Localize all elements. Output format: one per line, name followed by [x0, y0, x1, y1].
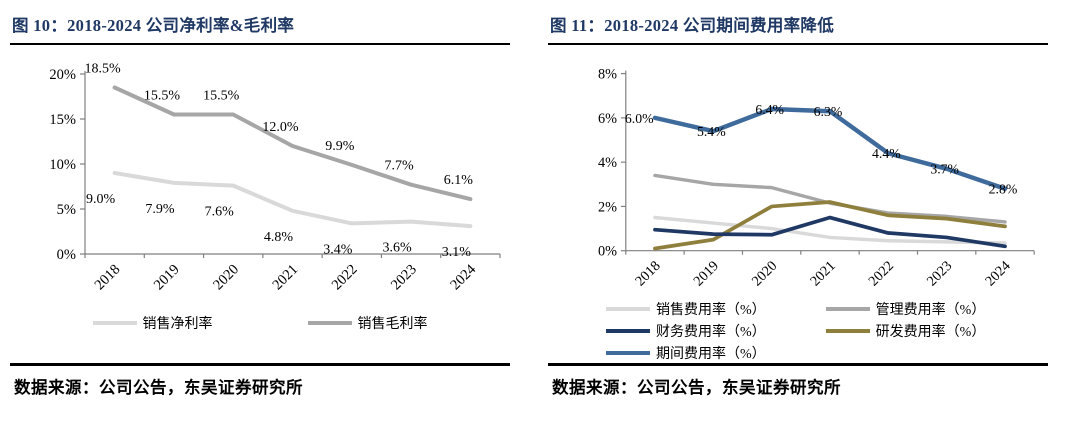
svg-text:3.4%: 3.4%	[323, 242, 353, 257]
data-source-text: 数据来源：公司公告，东吴证券研究所	[552, 378, 841, 397]
legend-item: 财务费用率（%）	[606, 321, 766, 341]
expense-ratio-line-chart: 0% 2% 4% 6% 8% 2018 2019 2020 2021 2022 2023 2024 6.…	[598, 67, 1035, 289]
svg-text:2024: 2024	[982, 258, 1013, 289]
svg-text:3.6%: 3.6%	[382, 241, 412, 256]
legend-line-swatch	[606, 350, 650, 356]
legend-line-swatch	[606, 306, 650, 312]
svg-text:2022: 2022	[866, 258, 897, 289]
legend-item: 销售净利率	[92, 313, 213, 333]
svg-text:0%: 0%	[598, 244, 617, 260]
svg-text:2.8%: 2.8%	[989, 182, 1018, 197]
svg-text:7.7%: 7.7%	[384, 159, 414, 174]
chart-legend: 销售净利率 销售毛利率	[10, 313, 510, 333]
legend-item: 期间费用率（%）	[606, 343, 766, 363]
svg-text:18.5%: 18.5%	[85, 62, 122, 77]
source-divider	[10, 363, 510, 366]
legend-item: 研发费用率（%）	[825, 321, 986, 341]
figure-title-11: 图 11：2018-2024 公司期间费用率降低	[550, 16, 835, 35]
chart-legend: 销售费用率（%） 财务费用率（%） 期间费用率（%） 管理费用率（%） 研发费用率（%）	[548, 299, 1048, 363]
svg-text:6.3%: 6.3%	[814, 104, 843, 119]
source-block: 数据来源：公司公告，东吴证券研究所	[10, 363, 510, 424]
svg-text:9.9%: 9.9%	[325, 139, 355, 154]
svg-text:2020: 2020	[749, 258, 780, 289]
svg-text:2021: 2021	[807, 258, 838, 289]
svg-text:2019: 2019	[691, 258, 722, 289]
svg-text:6.4%: 6.4%	[755, 102, 784, 117]
legend-label: 研发费用率（%）	[875, 325, 986, 340]
svg-text:2023: 2023	[388, 262, 420, 294]
svg-text:2020: 2020	[210, 262, 242, 294]
svg-text:4.4%: 4.4%	[872, 146, 901, 161]
legend-line-swatch	[825, 328, 870, 334]
svg-text:8%: 8%	[598, 67, 617, 83]
source-block: 数据来源：公司公告，东吴证券研究所	[548, 363, 1048, 424]
svg-text:10%: 10%	[49, 157, 76, 173]
legend-item: 销售费用率（%）	[606, 299, 766, 319]
svg-text:6.0%: 6.0%	[625, 111, 654, 126]
svg-text:6.1%: 6.1%	[444, 173, 474, 188]
svg-text:0%: 0%	[57, 247, 76, 263]
legend-label: 销售毛利率	[357, 317, 428, 332]
svg-text:2%: 2%	[598, 199, 617, 215]
figure-title-10: 图 10：2018-2024 公司净利率&毛利率	[12, 16, 295, 35]
svg-text:2022: 2022	[329, 262, 361, 294]
svg-text:7.6%: 7.6%	[205, 205, 235, 220]
legend-line-swatch	[307, 320, 352, 326]
legend-label: 销售费用率（%）	[656, 303, 766, 318]
svg-text:5.4%: 5.4%	[697, 124, 726, 139]
svg-text:20%: 20%	[49, 67, 76, 83]
legend-line-swatch	[825, 306, 870, 312]
legend-label: 销售净利率	[142, 317, 213, 332]
legend-item: 管理费用率（%）	[825, 299, 986, 319]
svg-text:7.9%: 7.9%	[145, 202, 175, 217]
data-source-text: 数据来源：公司公告，东吴证券研究所	[14, 378, 303, 397]
figure-panel-net-gross-margin: 图 10：2018-2024 公司净利率&毛利率 0% 5% 10% 15% 20% 20…	[10, 6, 510, 424]
legend-item: 销售毛利率	[307, 313, 428, 333]
svg-text:3.7%: 3.7%	[930, 162, 959, 177]
legend-label: 管理费用率（%）	[875, 303, 986, 318]
legend-line-swatch	[606, 328, 650, 334]
svg-text:4%: 4%	[598, 155, 617, 171]
figure-panel-expense-ratios: 图 11：2018-2024 公司期间费用率降低 0% 2% 4% 6% 8% 2018 2…	[548, 6, 1048, 424]
svg-text:3.1%: 3.1%	[442, 245, 472, 260]
svg-text:2024: 2024	[447, 261, 479, 293]
svg-text:2021: 2021	[270, 262, 302, 294]
title-divider	[10, 43, 510, 45]
title-divider	[548, 43, 1048, 45]
svg-text:6%: 6%	[598, 111, 617, 127]
svg-text:12.0%: 12.0%	[262, 120, 299, 135]
svg-text:15.5%: 15.5%	[144, 89, 181, 104]
svg-text:15%: 15%	[49, 112, 76, 128]
svg-text:9.0%: 9.0%	[86, 192, 116, 207]
legend-column: 管理费用率（%） 研发费用率（%）	[825, 299, 986, 363]
source-divider	[548, 363, 1048, 366]
svg-text:2023: 2023	[924, 258, 955, 289]
svg-text:5%: 5%	[57, 202, 76, 218]
svg-text:15.5%: 15.5%	[203, 89, 240, 104]
legend-label: 财务费用率（%）	[656, 325, 766, 340]
net-gross-margin-line-chart: 0% 5% 10% 15% 20% 2018 2019 2020 2021 2022 2023 202…	[49, 62, 501, 294]
svg-text:2018: 2018	[632, 258, 663, 289]
svg-text:4.8%: 4.8%	[264, 230, 294, 245]
legend-column: 销售费用率（%） 财务费用率（%） 期间费用率（%）	[606, 299, 766, 363]
legend-line-swatch	[92, 320, 137, 326]
svg-text:2019: 2019	[151, 262, 183, 294]
svg-text:2018: 2018	[92, 262, 124, 294]
legend-label: 期间费用率（%）	[656, 347, 766, 362]
